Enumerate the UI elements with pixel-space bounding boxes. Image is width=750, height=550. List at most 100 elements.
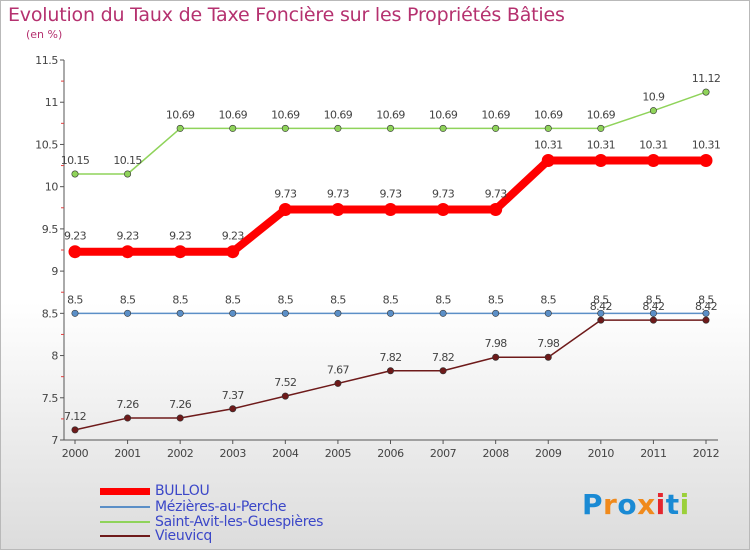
- data-point-vieuvicq: [124, 414, 132, 422]
- data-point-bullou: [489, 202, 503, 216]
- data-label-vieuvicq: 7.26: [117, 398, 140, 411]
- data-point-mezieres-au-perche: [649, 309, 657, 317]
- data-point-bullou: [646, 153, 660, 167]
- data-point-mezieres-au-perche: [702, 309, 710, 317]
- data-point-bullou: [331, 202, 345, 216]
- data-point-vieuvicq: [439, 367, 447, 375]
- data-label-vieuvicq: 7.82: [379, 351, 401, 364]
- x-tick-label: 2008: [482, 447, 509, 460]
- data-label-vieuvicq: 7.12: [64, 410, 86, 423]
- data-label-mezieres-au-perche: 8.5: [540, 293, 556, 306]
- legend-swatch-vieuvicq: [100, 535, 150, 537]
- data-point-bullou: [436, 202, 450, 216]
- data-label-mezieres-au-perche: 8.5: [646, 293, 662, 306]
- legend-swatch-bullou: [100, 488, 150, 495]
- y-tick-label: 7.5: [42, 392, 59, 405]
- data-label-saint-avit-les-guespieres: 10.69: [219, 108, 248, 121]
- data-point-saint-avit-les-guespieres: [597, 124, 605, 132]
- data-label-bullou: 9.23: [117, 230, 140, 243]
- data-label-saint-avit-les-guespieres: 10.69: [324, 108, 353, 121]
- data-label-vieuvicq: 7.52: [274, 376, 296, 389]
- data-label-saint-avit-les-guespieres: 10.69: [429, 108, 458, 121]
- data-point-mezieres-au-perche: [386, 309, 394, 317]
- legend-label-saint-avit: Saint-Avit-les-Guespières: [155, 514, 324, 530]
- legend-swatch-saint-avit: [100, 521, 150, 523]
- x-tick-label: 2006: [377, 447, 404, 460]
- x-tick-label: 2004: [272, 447, 299, 460]
- data-point-bullou: [594, 153, 608, 167]
- x-tick-label: 2002: [167, 447, 193, 460]
- data-point-saint-avit-les-guespieres: [439, 124, 447, 132]
- data-point-mezieres-au-perche: [176, 309, 184, 317]
- data-label-saint-avit-les-guespieres: 10.15: [61, 154, 90, 167]
- data-label-mezieres-au-perche: 8.5: [225, 293, 241, 306]
- data-point-bullou: [173, 245, 187, 259]
- x-tick-label: 2009: [535, 447, 562, 460]
- x-tick-label: 2000: [62, 447, 89, 460]
- data-label-bullou: 10.31: [639, 138, 668, 151]
- x-tick-label: 2012: [693, 447, 719, 460]
- data-label-mezieres-au-perche: 8.5: [277, 293, 293, 306]
- data-label-mezieres-au-perche: 8.5: [488, 293, 504, 306]
- data-label-mezieres-au-perche: 8.5: [593, 293, 609, 306]
- legend-label-vieuvicq: Vieuvicq: [155, 528, 213, 544]
- data-point-bullou: [68, 245, 82, 259]
- data-point-bullou: [226, 245, 240, 259]
- chart-title: Evolution du Taux de Taxe Foncière sur l…: [8, 4, 565, 26]
- logo-letter: x: [637, 488, 656, 521]
- data-point-bullou: [384, 202, 397, 216]
- data-point-saint-avit-les-guespieres: [334, 124, 342, 132]
- data-point-vieuvicq: [229, 405, 237, 413]
- x-tick-label: 2005: [325, 447, 352, 460]
- data-label-saint-avit-les-guespieres: 10.69: [166, 108, 195, 121]
- data-point-vieuvicq: [334, 379, 342, 387]
- data-point-saint-avit-les-guespieres: [492, 124, 500, 132]
- y-tick-label: 8.5: [42, 307, 59, 320]
- logo-letter: o: [617, 488, 638, 521]
- data-label-bullou: 9.23: [64, 230, 87, 243]
- data-point-mezieres-au-perche: [492, 309, 500, 317]
- data-label-bullou: 10.31: [692, 138, 721, 151]
- data-label-saint-avit-les-guespieres: 10.15: [113, 154, 142, 167]
- data-label-bullou: 10.31: [534, 138, 563, 151]
- data-label-mezieres-au-perche: 8.5: [435, 293, 451, 306]
- data-label-mezieres-au-perche: 8.5: [172, 293, 188, 306]
- data-point-vieuvicq: [702, 316, 710, 324]
- data-label-vieuvicq: 7.98: [537, 337, 560, 350]
- y-tick-label: 11: [45, 96, 58, 109]
- data-label-vieuvicq: 8.42: [590, 300, 612, 313]
- data-label-vieuvicq: 7.82: [432, 351, 454, 364]
- data-point-bullou: [541, 153, 555, 167]
- x-tick-label: 2003: [220, 447, 247, 460]
- y-tick-label: 11.5: [35, 54, 58, 67]
- x-tick-label: 2011: [640, 447, 666, 460]
- data-label-vieuvicq: 8.42: [642, 300, 664, 313]
- data-point-saint-avit-les-guespieres: [386, 124, 394, 132]
- data-label-mezieres-au-perche: 8.5: [120, 293, 136, 306]
- series-line-vieuvicq: [74, 319, 707, 431]
- data-point-mezieres-au-perche: [229, 309, 237, 317]
- data-point-bullou: [278, 202, 292, 216]
- chart-subtitle: (en %): [26, 28, 63, 41]
- data-label-vieuvicq: 8.42: [695, 300, 717, 313]
- legend-label-bullou: BULLOU: [155, 483, 210, 499]
- data-label-vieuvicq: 7.26: [169, 398, 192, 411]
- y-tick-label: 9.5: [42, 223, 59, 236]
- proxiti-logo: Proxiti: [582, 488, 690, 521]
- x-tick-label: 2007: [430, 447, 457, 460]
- data-label-bullou: 9.73: [327, 187, 350, 200]
- y-tick-label: 10.5: [35, 138, 58, 151]
- data-label-vieuvicq: 7.37: [222, 389, 245, 402]
- data-point-saint-avit-les-guespieres: [176, 124, 184, 132]
- data-point-vieuvicq: [649, 316, 657, 324]
- data-label-saint-avit-les-guespieres: 10.69: [376, 108, 405, 121]
- data-point-vieuvicq: [281, 392, 289, 400]
- logo-letter: i: [679, 488, 690, 521]
- data-label-saint-avit-les-guespieres: 10.69: [534, 108, 563, 121]
- data-label-bullou: 9.23: [169, 230, 192, 243]
- data-point-saint-avit-les-guespieres: [124, 170, 132, 178]
- data-label-mezieres-au-perche: 8.5: [383, 293, 399, 306]
- data-label-bullou: 10.31: [587, 138, 616, 151]
- data-label-vieuvicq: 7.98: [485, 337, 508, 350]
